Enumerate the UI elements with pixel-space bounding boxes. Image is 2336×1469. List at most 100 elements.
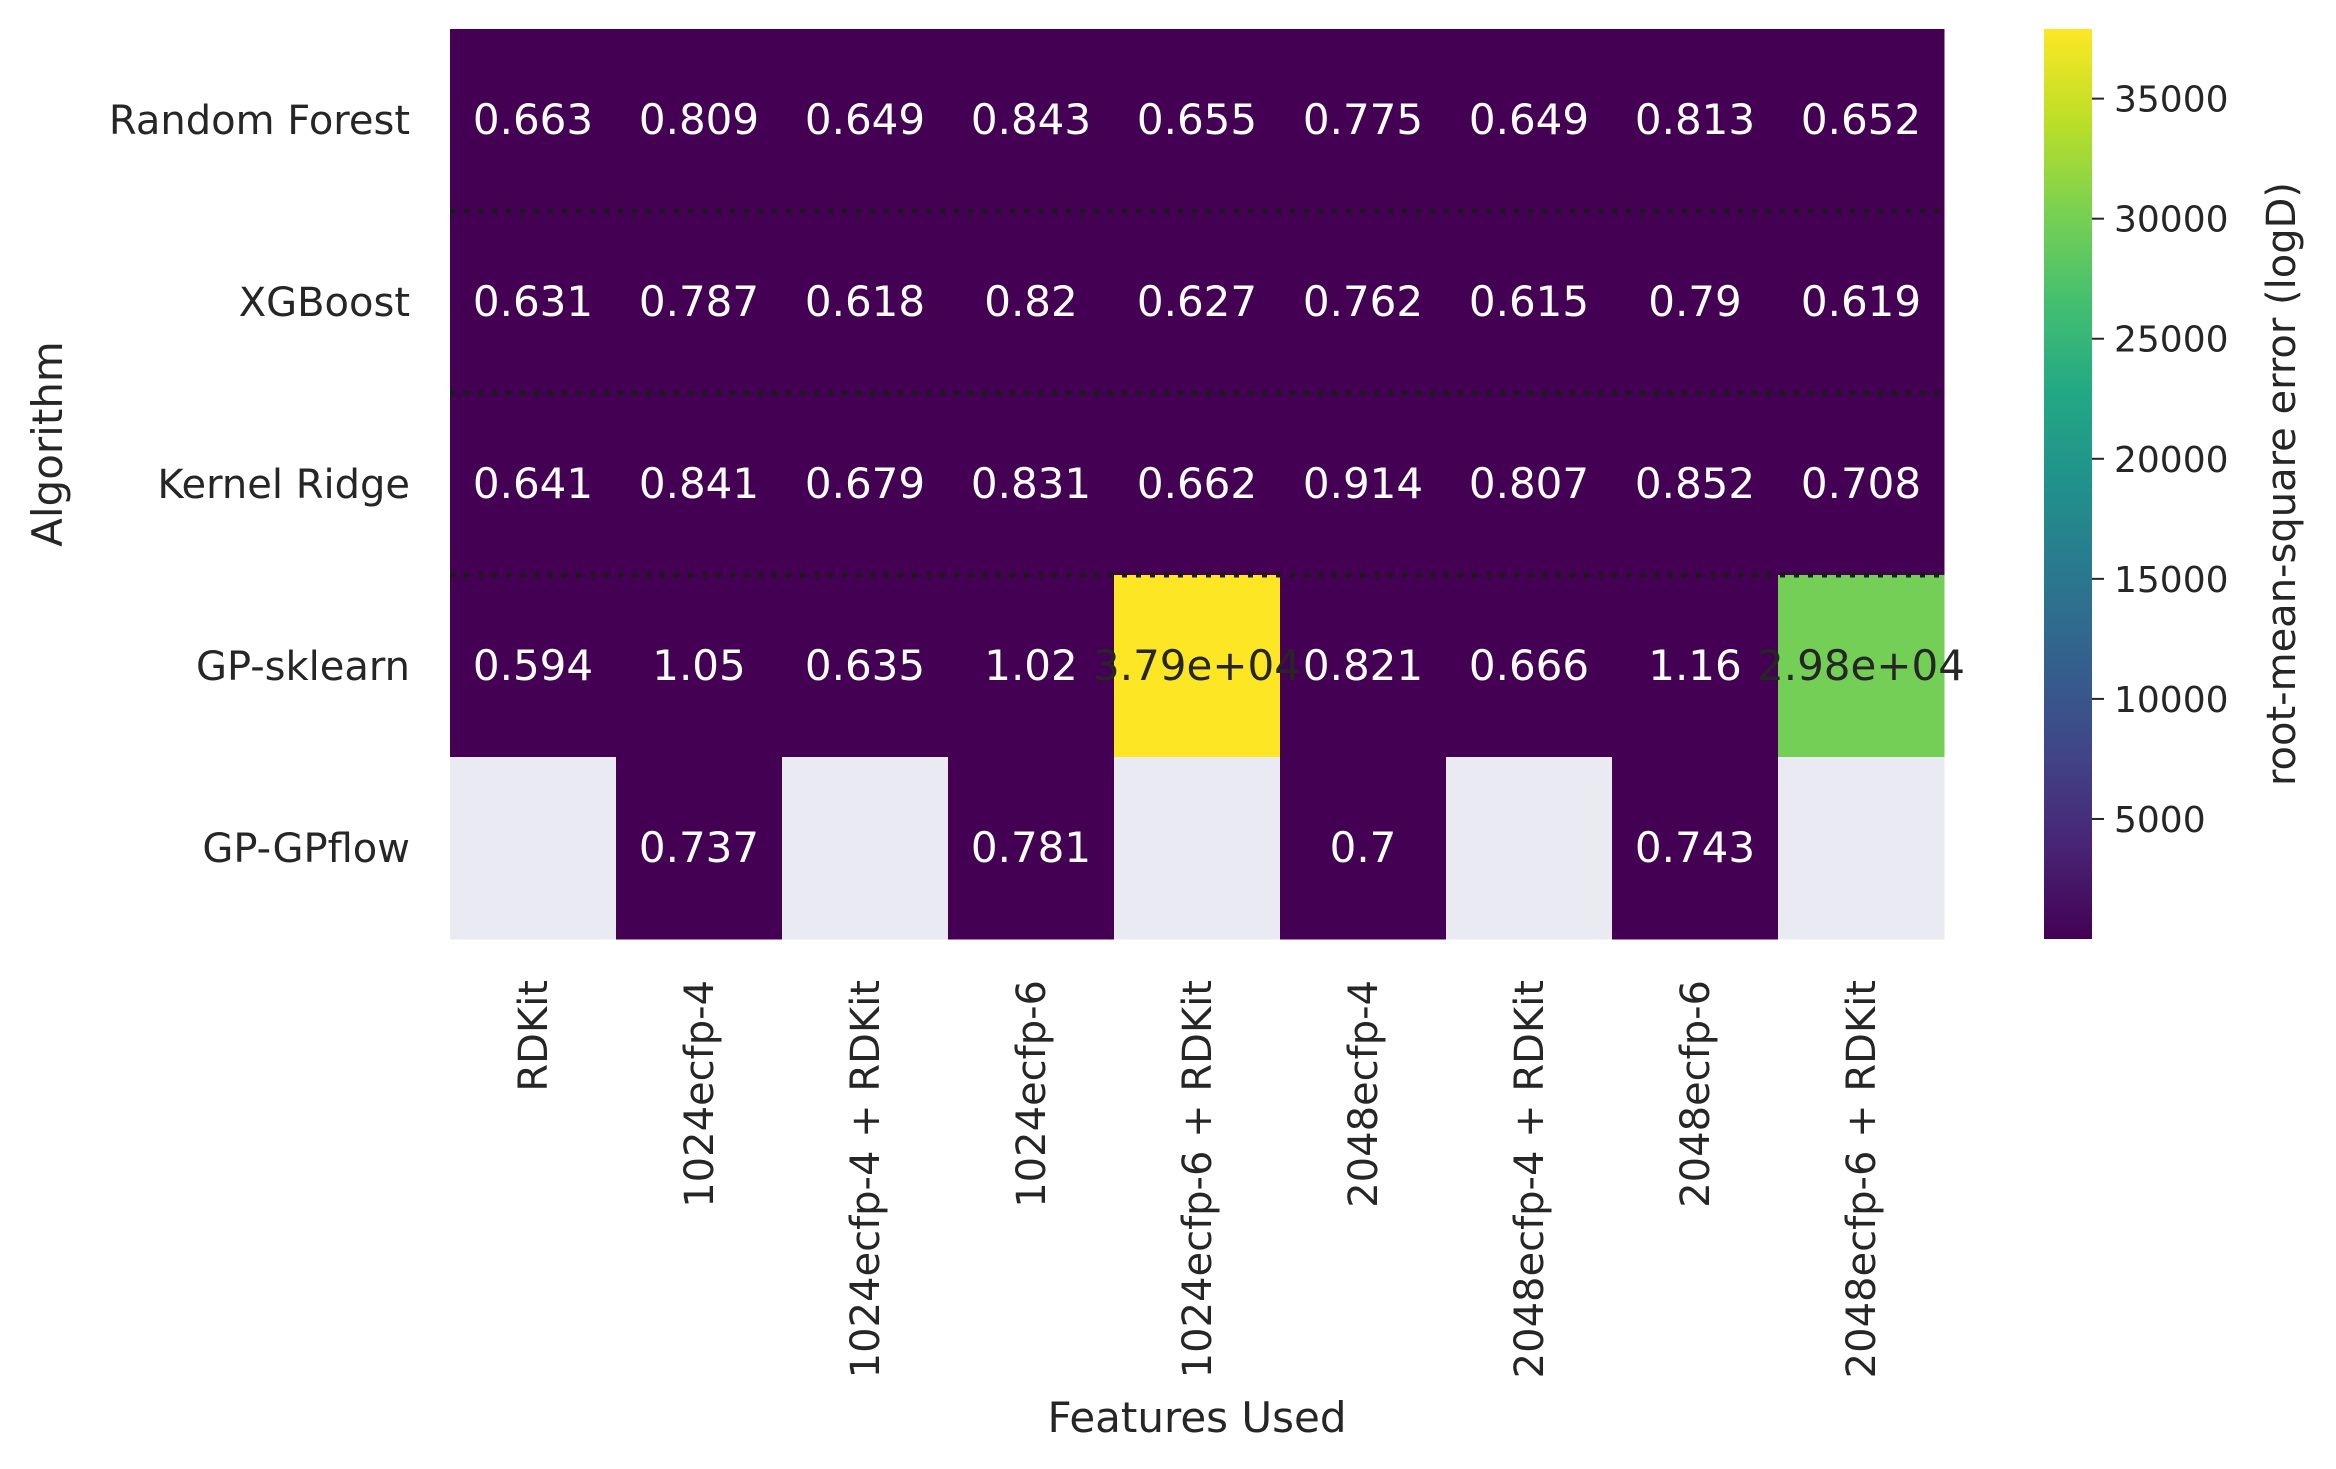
heatmap-cell-gp-sklearn-rdkit <box>450 575 617 758</box>
heatmap-cell-gp-sklearn-1024ecfp-4-rdkit <box>782 575 949 758</box>
cell-value-label: 0.841 <box>639 459 759 508</box>
heatmap-cell-gp-gpflow-2048ecfp-4 <box>1280 757 1447 940</box>
heatmap-cell-random-forest-1024ecfp-4-rdkit <box>782 29 949 212</box>
heatmap-cells <box>450 29 1945 940</box>
x-tick-label-2048ecfp-6-rdkit: 2048ecfp-6 + RDKit <box>1839 980 1885 1378</box>
cell-value-label: 0.743 <box>1635 823 1755 872</box>
cell-value-label: 0.627 <box>1137 277 1257 326</box>
heatmap-cell-random-forest-1024ecfp-4 <box>616 29 783 212</box>
cell-value-label: 1.05 <box>652 641 746 690</box>
heatmap-cell-gp-sklearn-2048ecfp-4-rdkit <box>1446 575 1613 758</box>
heatmap-cell-random-forest-rdkit <box>450 29 617 212</box>
cell-value-label: 1.02 <box>984 641 1078 690</box>
heatmap-cell-kernel-ridge-rdkit <box>450 393 617 576</box>
cell-value-label: 0.708 <box>1801 459 1921 508</box>
colorbar-tick-label: 20000 <box>2114 440 2229 481</box>
cell-value-label: 0.618 <box>805 277 925 326</box>
heatmap-cell-xgboost-1024ecfp-4-rdkit <box>782 211 949 394</box>
colorbar-tick-label: 10000 <box>2114 680 2229 721</box>
heatmap-cell-random-forest-1024ecfp-6 <box>948 29 1115 212</box>
cell-value-label: 0.619 <box>1801 277 1921 326</box>
heatmap-cell-gp-gpflow-2048ecfp-6-rdkit <box>1778 757 1945 940</box>
heatmap-cell-xgboost-2048ecfp-4 <box>1280 211 1447 394</box>
heatmap-cell-xgboost-rdkit <box>450 211 617 394</box>
heatmap-cell-kernel-ridge-1024ecfp-4 <box>616 393 783 576</box>
cell-value-label: 0.831 <box>971 459 1091 508</box>
y-tick-label-random-forest: Random Forest <box>109 98 410 144</box>
colorbar-tick-label: 30000 <box>2114 200 2229 241</box>
y-tick-label-kernel-ridge: Kernel Ridge <box>157 462 410 508</box>
cell-value-label: 0.679 <box>805 459 925 508</box>
heatmap-cell-kernel-ridge-2048ecfp-4 <box>1280 393 1447 576</box>
x-tick-label-1024ecfp-4-rdkit: 1024ecfp-4 + RDKit <box>843 980 889 1378</box>
cell-value-label: 0.641 <box>473 459 593 508</box>
heatmap-cell-xgboost-2048ecfp-6-rdkit <box>1778 211 1945 394</box>
cell-value-label: 0.666 <box>1469 641 1589 690</box>
cell-value-label: 0.813 <box>1635 95 1755 144</box>
heatmap-cell-gp-gpflow-1024ecfp-6 <box>948 757 1115 940</box>
heatmap-cell-random-forest-2048ecfp-6 <box>1612 29 1779 212</box>
cell-value-label: 2.98e+04 <box>1757 641 1965 690</box>
cell-value-label: 0.7 <box>1330 823 1397 872</box>
cell-value-label: 0.649 <box>805 95 925 144</box>
heatmap-cell-xgboost-2048ecfp-4-rdkit <box>1446 211 1613 394</box>
heatmap-cell-gp-sklearn-1024ecfp-6-rdkit <box>1114 575 1281 758</box>
cell-value-label: 3.79e+04 <box>1093 641 1301 690</box>
cell-value-label: 0.649 <box>1469 95 1589 144</box>
x-tick-label-2048ecfp-6: 2048ecfp-6 <box>1673 980 1719 1208</box>
heatmap-cell-random-forest-2048ecfp-4 <box>1280 29 1447 212</box>
cell-value-label: 0.821 <box>1303 641 1423 690</box>
cell-value-label: 0.635 <box>805 641 925 690</box>
y-axis-label: Algorithm <box>23 341 72 547</box>
heatmap-cell-xgboost-1024ecfp-6 <box>948 211 1115 394</box>
colorbar-tick-label: 15000 <box>2114 560 2229 601</box>
colorbar-label: root-mean-square error (logD) <box>2259 182 2305 786</box>
cell-value-label: 0.781 <box>971 823 1091 872</box>
heatmap-cell-gp-sklearn-2048ecfp-4 <box>1280 575 1447 758</box>
heatmap-cell-gp-gpflow-1024ecfp-4-rdkit <box>782 757 949 940</box>
heatmap-cell-kernel-ridge-1024ecfp-6 <box>948 393 1115 576</box>
heatmap-cell-gp-gpflow-rdkit <box>450 757 617 940</box>
colorbar-tick-label: 35000 <box>2114 80 2229 121</box>
heatmap-cell-gp-sklearn-2048ecfp-6-rdkit <box>1778 575 1945 758</box>
heatmap-cell-gp-gpflow-2048ecfp-4-rdkit <box>1446 757 1613 940</box>
heatmap-cell-xgboost-1024ecfp-6-rdkit <box>1114 211 1281 394</box>
cell-value-label: 0.79 <box>1648 277 1742 326</box>
x-tick-labels: RDKit 1024ecfp-4 1024ecfp-4 + RDKit 1024ecf… <box>511 980 1885 1378</box>
x-tick-label-rdkit: RDKit <box>511 980 557 1092</box>
x-tick-label-1024ecfp-6: 1024ecfp-6 <box>1009 980 1055 1208</box>
heatmap-cell-xgboost-1024ecfp-4 <box>616 211 783 394</box>
cell-value-label: 0.82 <box>984 277 1078 326</box>
heatmap-cell-gp-sklearn-1024ecfp-6 <box>948 575 1115 758</box>
y-tick-label-xgboost: XGBoost <box>239 280 410 326</box>
colorbar <box>2044 29 2092 939</box>
cell-value-label: 0.787 <box>639 277 759 326</box>
cell-value-label: 0.914 <box>1303 459 1423 508</box>
cell-value-label: 0.843 <box>971 95 1091 144</box>
heatmap-cell-gp-gpflow-1024ecfp-6-rdkit <box>1114 757 1281 940</box>
colorbar-tick-label: 5000 <box>2114 800 2206 841</box>
heatmap-cell-kernel-ridge-1024ecfp-6-rdkit <box>1114 393 1281 576</box>
heatmap-cell-random-forest-2048ecfp-6-rdkit <box>1778 29 1945 212</box>
cell-value-label: 0.807 <box>1469 459 1589 508</box>
cell-value-label: 0.737 <box>639 823 759 872</box>
x-tick-label-1024ecfp-4: 1024ecfp-4 <box>677 980 723 1208</box>
cell-value-label: 0.655 <box>1137 95 1257 144</box>
x-axis-label: Features Used <box>1047 1393 1346 1442</box>
cell-value-label: 0.663 <box>473 95 593 144</box>
heatmap-cell-kernel-ridge-2048ecfp-6-rdkit <box>1778 393 1945 576</box>
heatmap-cell-random-forest-2048ecfp-4-rdkit <box>1446 29 1613 212</box>
heatmap-cell-gp-sklearn-1024ecfp-4 <box>616 575 783 758</box>
row-separators <box>450 208 1944 578</box>
heatmap-cell-gp-sklearn-2048ecfp-6 <box>1612 575 1779 758</box>
x-tick-label-2048ecfp-4: 2048ecfp-4 <box>1341 980 1387 1208</box>
cell-labels: 0.663 0.809 0.649 0.843 0.655 0.775 0.649 0.813… <box>473 95 1965 872</box>
heatmap-cell-xgboost-2048ecfp-6 <box>1612 211 1779 394</box>
y-tick-label-gp-gpflow: GP-GPflow <box>202 826 410 872</box>
y-tick-labels: Random Forest XGBoost Kernel Ridge GP-sklea… <box>109 98 410 872</box>
cell-value-label: 0.594 <box>473 641 593 690</box>
y-tick-label-gp-sklearn: GP-sklearn <box>196 644 410 690</box>
cell-value-label: 1.16 <box>1648 641 1742 690</box>
colorbar-tick-label: 25000 <box>2114 320 2229 361</box>
